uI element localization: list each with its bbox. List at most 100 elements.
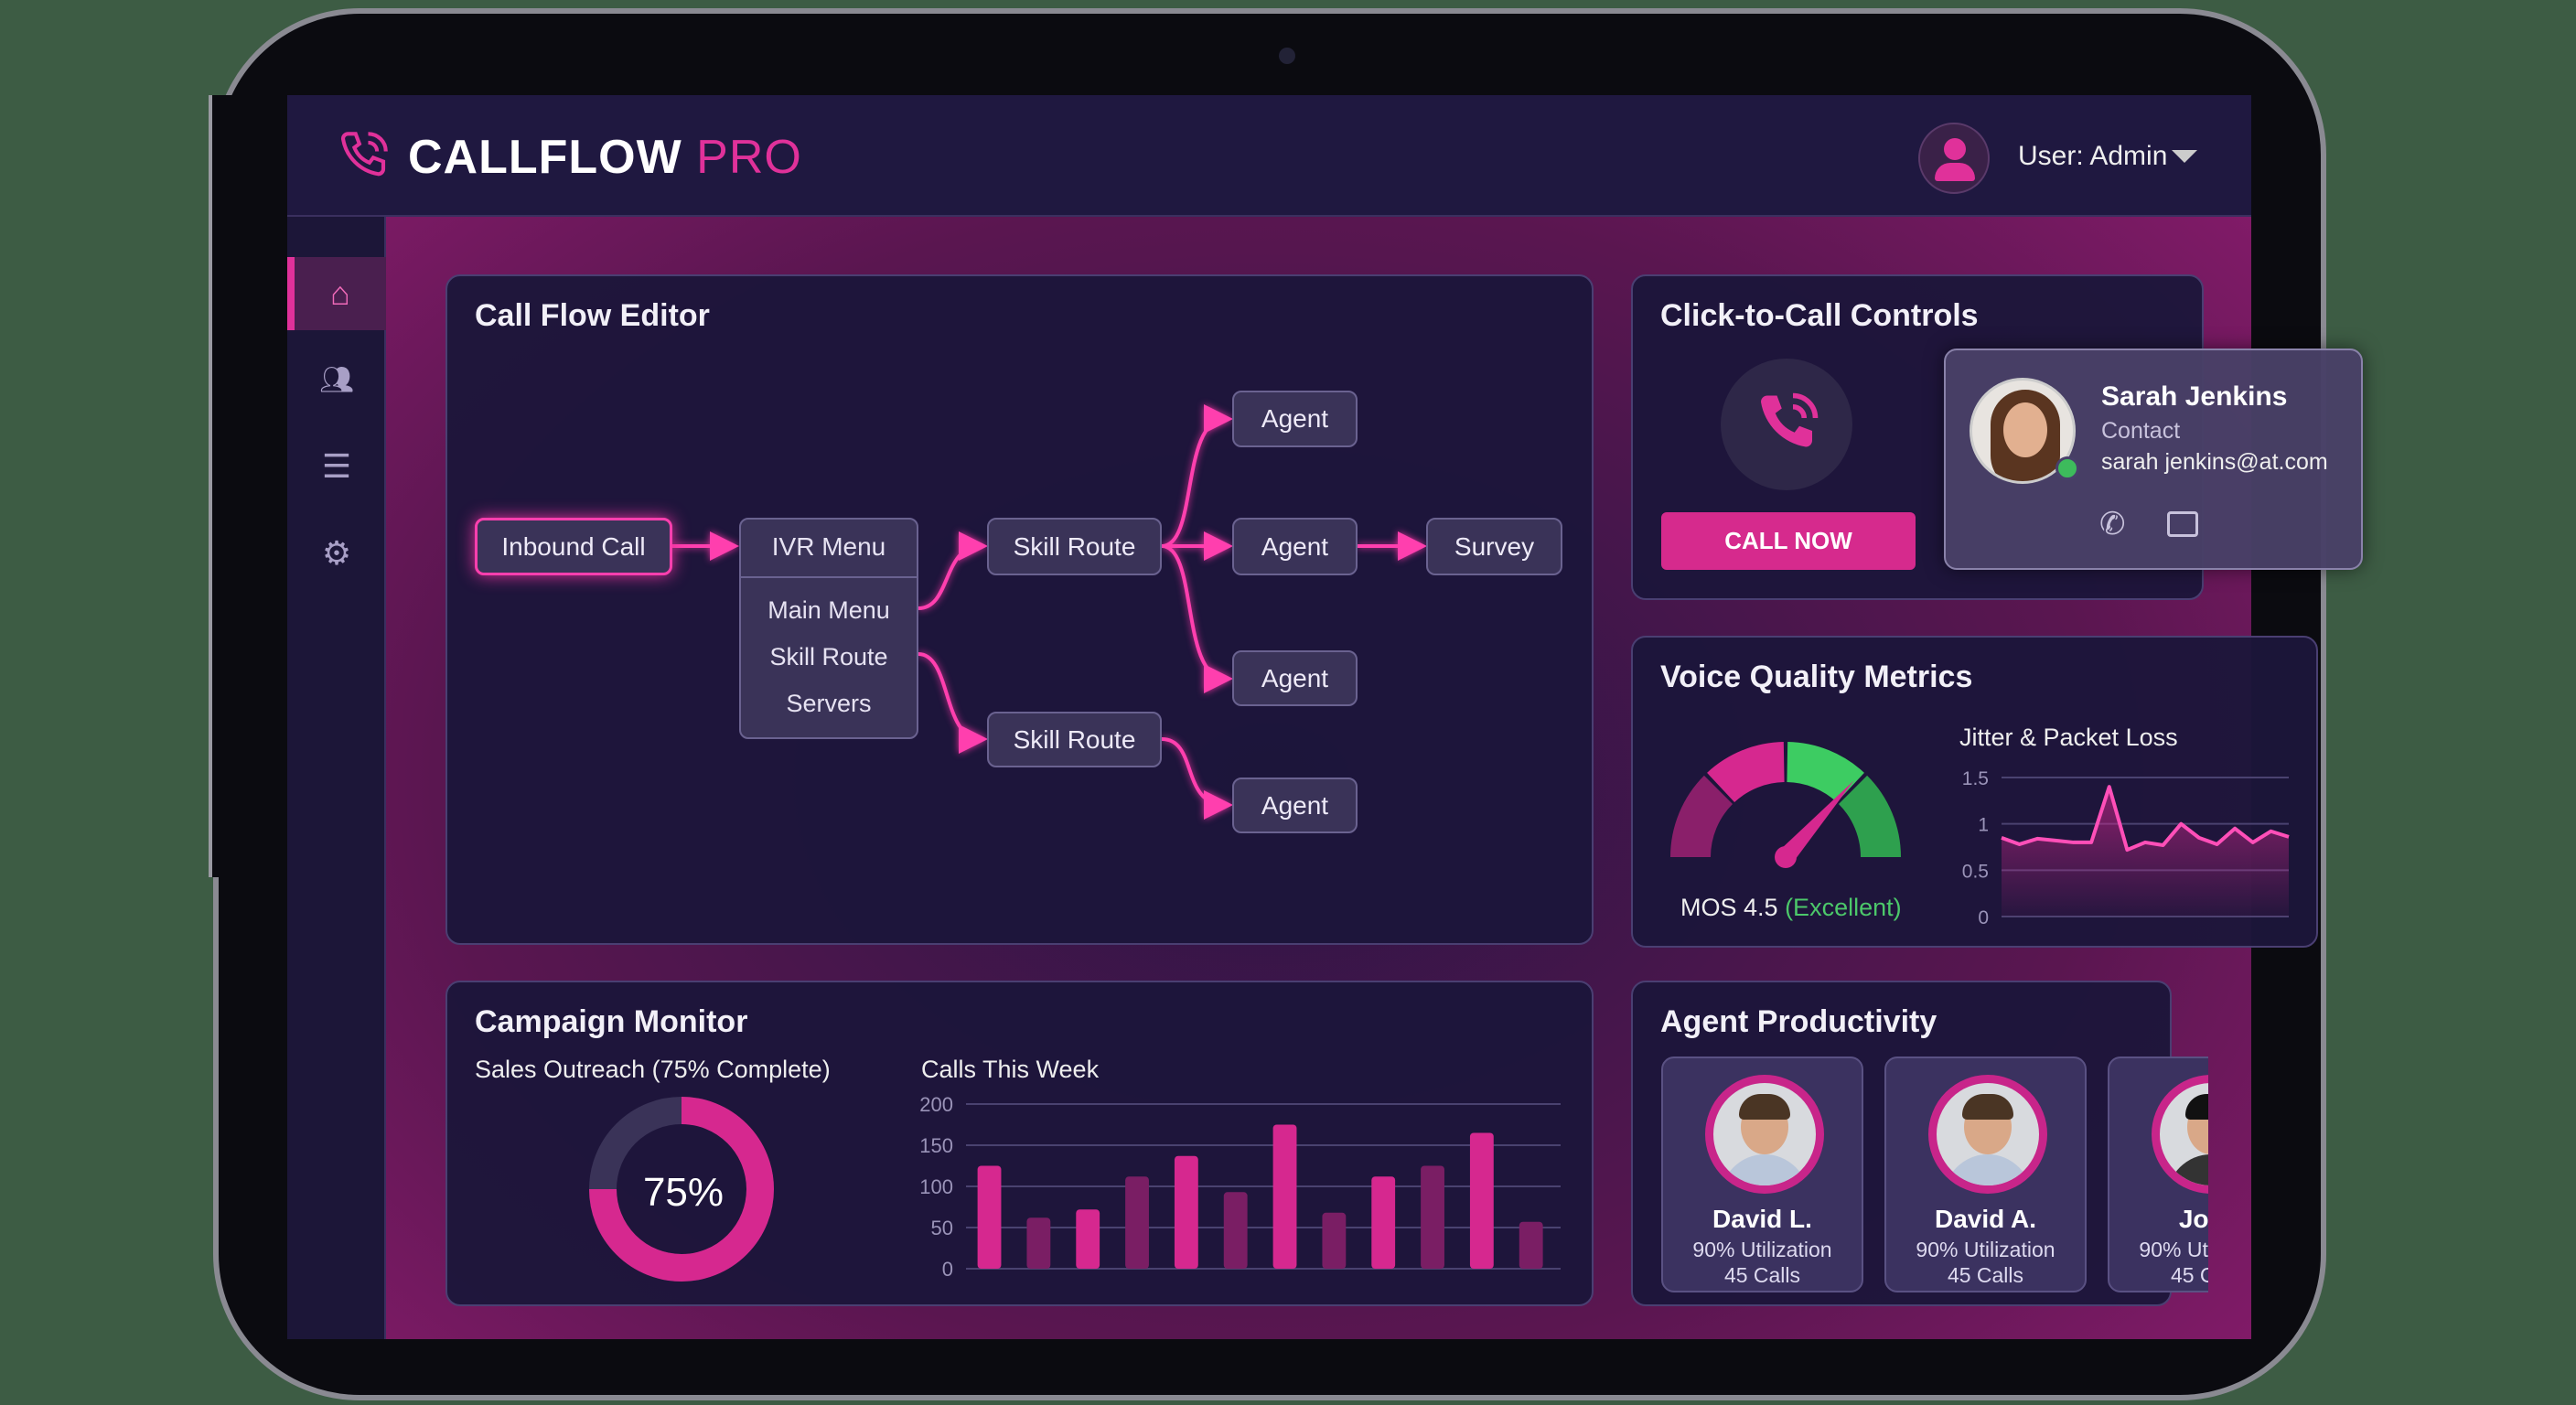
panel-title: Click-to-Call Controls [1660, 298, 1979, 333]
y-tick-label: 0 [1978, 907, 1989, 928]
y-tick-label: 200 [919, 1093, 953, 1116]
brand-name: CALLFLOW [408, 131, 682, 184]
agent-avatar [1928, 1075, 2047, 1194]
agent-name: Joan [2178, 1205, 2208, 1233]
agent-avatar [2152, 1075, 2208, 1194]
y-tick-label: 0 [942, 1258, 953, 1281]
y-tick-label: 1.5 [1962, 768, 1989, 789]
message-icon[interactable] [2167, 511, 2198, 537]
node-inbound-call[interactable]: Inbound Call [475, 518, 672, 575]
user-menu[interactable]: User: Admin [2018, 141, 2168, 171]
bar [977, 1165, 1002, 1269]
contact-avatar [1970, 378, 2076, 484]
gauge-segment [1838, 775, 1901, 858]
y-tick-label: 50 [931, 1217, 953, 1239]
donut-percent: 75% [642, 1170, 724, 1215]
y-tick-label: 150 [919, 1134, 953, 1157]
gauge-segment [1670, 775, 1733, 858]
y-tick-label: 1 [1978, 815, 1989, 836]
node-survey[interactable]: Survey [1426, 518, 1562, 575]
connector [1161, 544, 1233, 693]
node-agent[interactable]: Agent [1232, 518, 1358, 575]
gauge-hub [1775, 846, 1797, 868]
bar [1322, 1212, 1347, 1269]
mos-label: MOS 4.5 [1680, 894, 1778, 921]
mos-rating: (Excellent) [1785, 894, 1902, 921]
sidebar-item-list[interactable]: ☰ [287, 430, 386, 503]
sidebar: ⌂ 👥︎ ☰ ⚙ [287, 217, 386, 1339]
phone-waves-icon [340, 132, 388, 177]
contact-role: Contact [2101, 418, 2181, 444]
bar [1076, 1209, 1100, 1269]
campaign-subtitle: Sales Outreach (75% Complete) [475, 1056, 831, 1083]
y-tick-label: 0.5 [1962, 861, 1989, 882]
gauge-segment [1707, 742, 1786, 803]
gauge-segment [1786, 742, 1864, 803]
ivr-item[interactable]: Main Menu [767, 596, 890, 624]
bar-chart-title: Calls This Week [921, 1056, 1100, 1083]
agent-card[interactable]: David A. 90% Utilization 45 Calls [1884, 1056, 2087, 1292]
phone-icon[interactable] [1721, 359, 1852, 490]
agent-utilization: 90% Utilization [1692, 1238, 1832, 1261]
jitter-chart-title: Jitter & Packet Loss [1959, 724, 2178, 751]
bar [1371, 1176, 1396, 1269]
sidebar-item-settings[interactable]: ⚙ [287, 517, 386, 590]
bar [1026, 1217, 1051, 1269]
ivr-title: IVR Menu [771, 532, 886, 561]
chevron-down-icon[interactable] [2172, 150, 2197, 163]
brand-suffix: PRO [696, 131, 802, 184]
bar [1519, 1221, 1543, 1269]
gear-icon: ⚙ [321, 534, 352, 572]
node-agent[interactable]: Agent [1232, 778, 1358, 833]
node-agent[interactable]: Agent [1232, 391, 1358, 447]
node-ivr-menu[interactable]: IVR Menu Main Menu Skill Route Servers [739, 518, 918, 739]
brand-logo: CALLFLOW PRO [408, 130, 802, 185]
phone-icon[interactable]: ✆ [2099, 507, 2126, 542]
jitter-area [2002, 787, 2289, 917]
agent-name: David A. [1935, 1205, 2036, 1233]
gauge-needle [1778, 780, 1854, 863]
bar [1125, 1176, 1149, 1269]
mos-readout: MOS 4.5 (Excellent) [1680, 894, 1902, 922]
y-tick-label: 100 [919, 1175, 953, 1198]
panel-title: Agent Productivity [1660, 1004, 1937, 1039]
bar [1223, 1192, 1248, 1269]
avatar[interactable] [1918, 123, 1990, 194]
contact-email[interactable]: sarah jenkins@at.com [2101, 449, 2328, 475]
agent-utilization: 90% Utilization [1916, 1238, 2055, 1261]
agent-name: David L. [1712, 1205, 1812, 1233]
ivr-item[interactable]: Servers [786, 690, 872, 717]
connector [918, 652, 988, 754]
agent-calls: 45 Calls [2170, 1263, 2208, 1287]
status-badge [2055, 456, 2079, 480]
sidebar-item-users[interactable]: 👥︎ [287, 343, 386, 416]
agent-card[interactable]: David L. 90% Utilization 45 Calls [1661, 1056, 1863, 1292]
app-header: CALLFLOW PRO User: Admin [287, 95, 2251, 217]
agent-card[interactable]: Joan 90% Utilization 45 Calls [2108, 1056, 2208, 1292]
agent-cards: David L. 90% Utilization 45 Calls David … [1631, 981, 2208, 1339]
contact-card: Sarah Jenkins Contact sarah jenkins@at.c… [1944, 349, 2363, 570]
bar [1469, 1132, 1494, 1269]
sidebar-item-home[interactable]: ⌂ [287, 257, 386, 330]
call-flow-editor-panel: Call Flow Editor [445, 274, 1594, 945]
camera [1279, 48, 1295, 64]
node-skill-route[interactable]: Skill Route [987, 712, 1162, 767]
connector [1161, 737, 1233, 820]
contact-name: Sarah Jenkins [2101, 381, 2288, 412]
node-agent[interactable]: Agent [1232, 650, 1358, 706]
agent-utilization: 90% Utilization [2139, 1238, 2208, 1261]
node-skill-route[interactable]: Skill Route [987, 518, 1162, 575]
call-now-button[interactable]: CALL NOW [1661, 512, 1916, 570]
connector [1161, 404, 1233, 548]
bar [1421, 1165, 1444, 1269]
panel-title: Call Flow Editor [475, 298, 710, 333]
panel-title: Campaign Monitor [475, 1004, 748, 1039]
ivr-item[interactable]: Skill Route [769, 643, 888, 670]
jitter-line [2001, 785, 2290, 853]
bar [1174, 1155, 1198, 1269]
agent-calls: 45 Calls [1723, 1263, 1801, 1287]
